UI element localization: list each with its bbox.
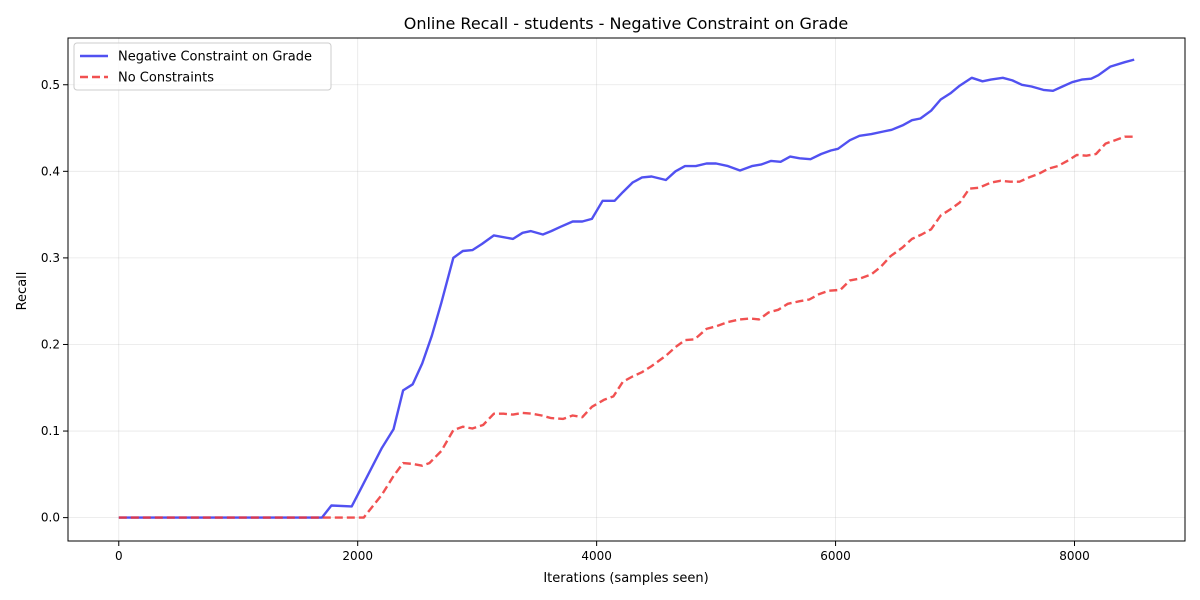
y-tick-label: 0.4 [41,164,60,178]
legend-box [73,42,332,91]
legend-label-2: No Constraints [118,71,214,86]
legend: Negative Constraint on Grade No Constrain… [73,42,332,91]
x-tick-label: 2000 [342,549,373,563]
y-tick-label: 0.5 [41,78,60,92]
y-tick-label: 0.0 [41,511,60,525]
y-tick-label: 0.1 [41,424,60,438]
plot-frame [67,37,1186,542]
grid-lines [68,38,1185,541]
series-layer [118,58,1135,519]
y-tick-label: 0.2 [41,337,60,351]
y-axis-ticks: 0.0 0.1 0.2 0.3 0.4 0.5 [41,78,68,525]
y-axis-label: Recall [15,272,30,311]
x-tick-label: 6000 [820,549,851,563]
series-line-1 [118,58,1135,519]
y-tick-label: 0.3 [41,251,60,265]
x-tick-label: 4000 [581,549,612,563]
legend-label-1: Negative Constraint on Grade [118,50,312,65]
x-axis-label: Iterations (samples seen) [543,571,708,586]
x-axis-ticks: 0 2000 4000 6000 8000 [115,541,1090,563]
series-line-2 [118,135,1135,519]
x-tick-label: 0 [115,549,123,563]
x-tick-label: 8000 [1059,549,1090,563]
chart-title: Online Recall - students - Negative Cons… [404,14,849,33]
